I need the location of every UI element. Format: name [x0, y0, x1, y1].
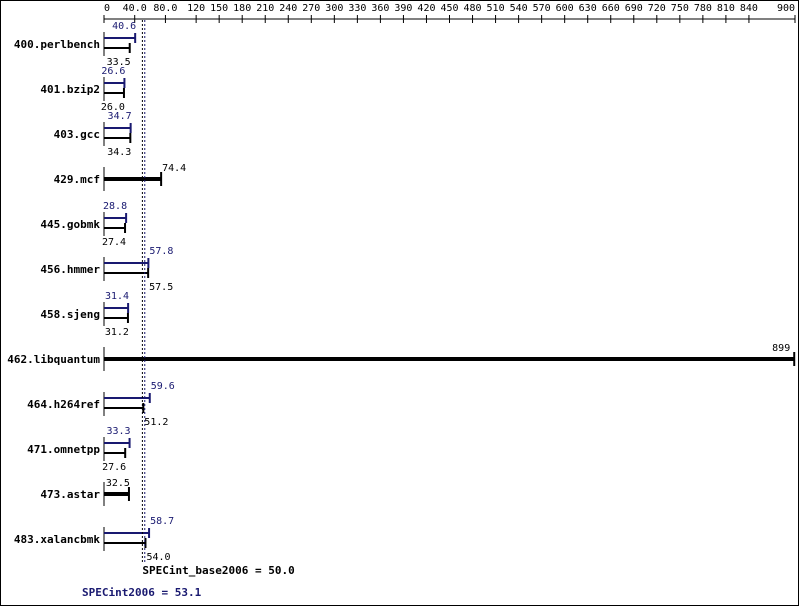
x-tick-label: 150	[210, 3, 228, 14]
x-tick-label: 360	[371, 3, 389, 14]
base-value-label: 34.3	[107, 147, 131, 158]
category-label: 483.xalancbmk	[14, 533, 100, 546]
base-value-label: 26.0	[101, 102, 125, 113]
category-label: 464.h264ref	[27, 398, 100, 411]
x-tick-label: 540	[510, 3, 528, 14]
category-label: 462.libquantum	[7, 353, 100, 366]
base-value-label: 32.5	[106, 478, 130, 489]
x-tick-label: 120	[187, 3, 205, 14]
x-tick-label: 0	[104, 3, 110, 14]
category-label: 429.mcf	[54, 173, 100, 186]
x-tick-label: 180	[233, 3, 251, 14]
category-label: 473.astar	[40, 488, 100, 501]
base-value-label: 899	[772, 343, 790, 354]
base-value-label: 74.4	[162, 163, 186, 174]
base-value-label: 57.5	[149, 282, 173, 293]
category-label: 471.omnetpp	[27, 443, 100, 456]
category-label: 400.perlbench	[14, 38, 100, 51]
base-value-label: 31.2	[105, 327, 129, 338]
category-label: 401.bzip2	[40, 83, 100, 96]
peak-value-label: 59.6	[151, 381, 175, 392]
x-tick-label: 300	[325, 3, 343, 14]
x-tick-label: 240	[279, 3, 297, 14]
x-tick-label: 450	[440, 3, 458, 14]
x-axis: 0 40.0 80.0 120 150 180 210 240 270 300 330 360 390 4…	[103, 3, 796, 23]
x-tick-label: 420	[417, 3, 435, 14]
x-tick-label: 270	[302, 3, 320, 14]
x-tick-label: 210	[256, 3, 274, 14]
x-tick-label: 600	[556, 3, 574, 14]
base-value-label: 27.6	[102, 462, 126, 473]
peak-value-label: 31.4	[105, 291, 129, 302]
x-tick-label: 570	[533, 3, 551, 14]
x-tick-label: 480	[464, 3, 482, 14]
peak-value-label: 33.3	[106, 426, 130, 437]
category-label: 456.hmmer	[40, 263, 100, 276]
peak-value-label: 40.6	[112, 21, 136, 32]
peak-value-label: 58.7	[150, 516, 174, 527]
peak-value-label: 28.8	[103, 201, 127, 212]
x-tick-label: 630	[579, 3, 597, 14]
base-value-label: 54.0	[146, 552, 170, 563]
base-value-label: 33.5	[107, 57, 131, 68]
category-label: 445.gobmk	[40, 218, 100, 231]
peak-value-label: 34.7	[108, 111, 132, 122]
peak-value-label: 57.8	[149, 246, 173, 257]
x-tick-label: 390	[394, 3, 412, 14]
x-tick-label: 750	[671, 3, 689, 14]
base-value-label: 27.4	[102, 237, 126, 248]
x-tick-label: 840	[740, 3, 758, 14]
x-tick-label: 720	[648, 3, 666, 14]
x-tick-label: 780	[694, 3, 712, 14]
category-label: 403.gcc	[54, 128, 100, 141]
x-tick-label: 80.0	[153, 3, 177, 14]
x-tick-label: 810	[717, 3, 735, 14]
x-tick-label: 900	[777, 3, 795, 14]
x-tick-label: 660	[602, 3, 620, 14]
reference-lines: SPECint_base2006 = 50.0 SPECint2006 = 53.…	[82, 20, 295, 599]
peak-value-label: 26.6	[101, 66, 125, 77]
category-label: 458.sjeng	[40, 308, 100, 321]
x-tick-label: 690	[625, 3, 643, 14]
x-tick-label: 40.0	[123, 3, 147, 14]
x-tick-label: 510	[487, 3, 505, 14]
x-tick-label: 330	[348, 3, 366, 14]
base-reference-label: SPECint_base2006 = 50.0	[142, 564, 294, 577]
base-value-label: 51.2	[144, 417, 168, 428]
peak-reference-label: SPECint2006 = 53.1	[82, 586, 202, 599]
